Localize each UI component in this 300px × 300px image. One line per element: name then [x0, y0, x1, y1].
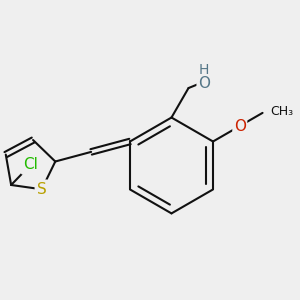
- Text: H: H: [199, 62, 209, 76]
- Text: Cl: Cl: [23, 158, 38, 172]
- Text: O: O: [198, 76, 210, 91]
- Text: S: S: [37, 182, 46, 197]
- Text: O: O: [234, 118, 246, 134]
- Text: CH₃: CH₃: [270, 105, 293, 118]
